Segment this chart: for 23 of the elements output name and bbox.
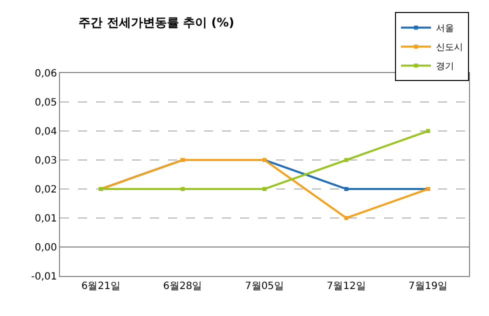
- y-tick-label: -0,01: [31, 272, 57, 282]
- legend-label: 신도시: [436, 43, 463, 54]
- y-tick-label: 0,03: [34, 156, 57, 166]
- y-tick-label: 0,06: [34, 68, 57, 80]
- point: [344, 158, 348, 162]
- x-tick-label: 6월28일: [163, 281, 202, 292]
- x-tick-label: 7월05일: [244, 281, 284, 292]
- x-tick-label: 7월19일: [408, 281, 448, 292]
- legend-label: 경기: [436, 62, 454, 72]
- point: [344, 216, 348, 220]
- y-tick-label: 0,04: [34, 126, 57, 138]
- x-tick-label: 7월12일: [326, 281, 366, 292]
- point: [180, 187, 185, 191]
- y-tick-label: 0,02: [34, 184, 57, 196]
- legend-label: 서울: [436, 24, 454, 34]
- x-tick-label: 6월21일: [81, 281, 120, 292]
- y-tick-label: 0,00: [34, 242, 57, 254]
- point: [426, 129, 430, 133]
- point: [262, 187, 266, 191]
- chart-title: 주간 전세가변동률 추이 (%): [78, 15, 234, 30]
- y-tick-label: 0,01: [34, 214, 57, 224]
- point: [344, 187, 348, 191]
- y-tick-label: 0,05: [34, 98, 57, 108]
